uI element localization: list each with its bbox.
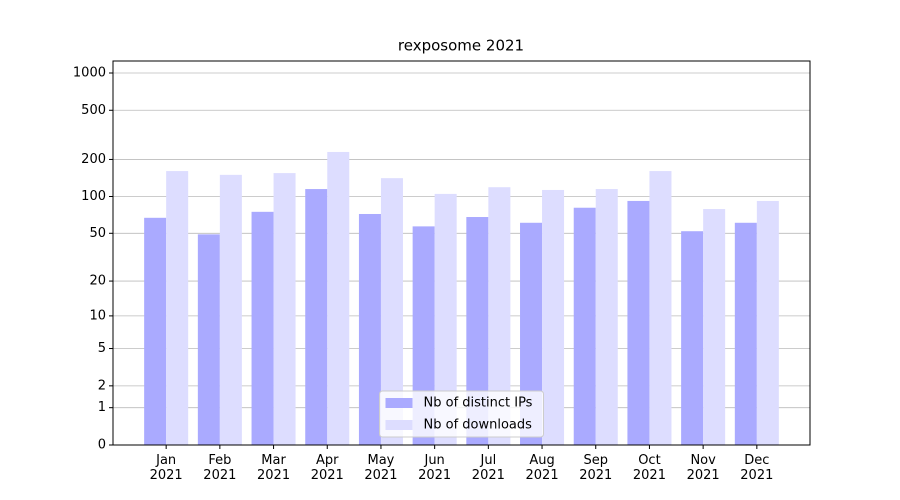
legend-swatch [385, 398, 413, 408]
legend-label: Nb of downloads [424, 418, 533, 433]
plot-frame [112, 60, 811, 446]
y-tick-label: 20 [89, 274, 106, 289]
x-tick-label: Mar 2021 [257, 453, 291, 483]
legend-box [379, 390, 544, 438]
bar [219, 174, 242, 445]
bar [542, 189, 565, 445]
y-tick-label: 100 [81, 189, 106, 204]
legend: Nb of distinct IPs Nb of downloads [379, 390, 544, 438]
bar [434, 193, 457, 445]
y-tick-label: 500 [81, 103, 106, 118]
bar [144, 217, 167, 445]
y-tick-label: 50 [89, 226, 106, 241]
bar [595, 189, 618, 445]
y-tick-label: 2 [98, 378, 106, 393]
bar [412, 226, 435, 445]
y-tick-label: 200 [81, 152, 106, 167]
x-tick-label: Oct 2021 [632, 453, 666, 483]
x-tick-label: Feb 2021 [203, 453, 237, 483]
bar [466, 217, 489, 445]
bar [166, 171, 189, 446]
x-tick-label: Apr 2021 [310, 453, 344, 483]
legend-label: Nb of distinct IPs [424, 396, 533, 411]
bar [703, 209, 726, 445]
bar [756, 200, 779, 445]
bar [520, 222, 543, 445]
x-tick-label: Aug 2021 [525, 453, 559, 483]
x-tick-label: Jan 2021 [149, 453, 183, 483]
bar [327, 151, 350, 445]
bar [358, 213, 381, 445]
y-tick-label: 10 [89, 308, 106, 323]
legend-swatch [385, 420, 413, 430]
x-tick-label: Jul 2021 [471, 453, 505, 483]
y-tick-label: 1000 [73, 66, 106, 81]
bar [305, 189, 328, 445]
chart-title: rexposome 2021 [398, 37, 524, 55]
bar [251, 211, 274, 445]
bar [573, 207, 596, 445]
x-tick-label: Nov 2021 [686, 453, 720, 483]
bar [197, 234, 220, 445]
x-tick-label: Dec 2021 [740, 453, 774, 483]
y-tick-label: 1 [98, 400, 106, 415]
bar [380, 178, 403, 445]
bar [734, 222, 757, 445]
y-tick-label: 0 [98, 438, 106, 453]
bar [681, 231, 704, 445]
bar [627, 200, 650, 445]
x-tick-label: Jun 2021 [418, 453, 452, 483]
x-tick-label: May 2021 [364, 453, 398, 483]
y-tick-label: 5 [98, 341, 106, 356]
bar [273, 173, 296, 445]
bar [649, 171, 672, 446]
bar [488, 187, 511, 445]
x-tick-label: Sep 2021 [579, 453, 613, 483]
